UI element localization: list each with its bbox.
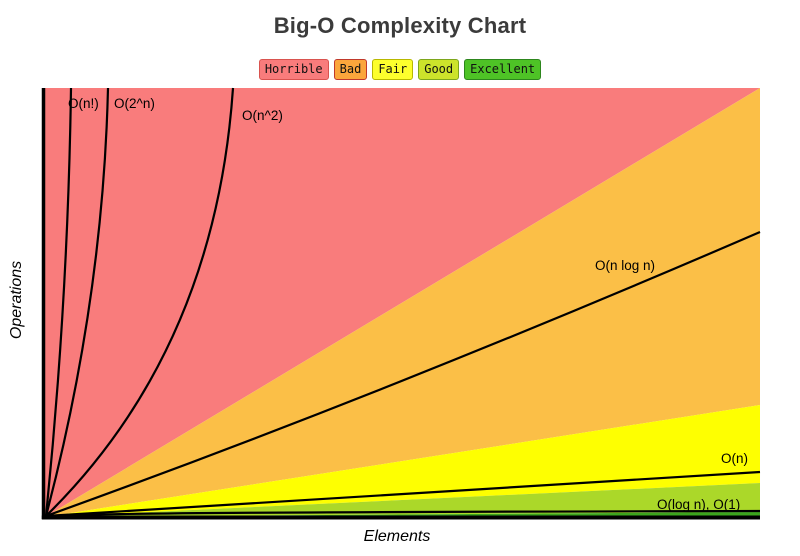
legend-badge-excellent: Excellent	[464, 59, 542, 80]
region-fair	[45, 405, 760, 517]
label-o-n-factorial: O(n!)	[68, 96, 99, 111]
legend-badge-bad: Bad	[333, 59, 368, 80]
curve-o-n-log-n	[45, 230, 761, 518]
curve-o-n-squared	[45, 87, 235, 517]
axes-layer	[41, 88, 760, 520]
curve-o-n-factorial	[44, 87, 73, 517]
x-axis-label: Elements	[364, 528, 431, 545]
label-o-n-log-n: O(n log n)	[595, 258, 655, 273]
region-bad	[45, 88, 760, 517]
legend-badge-horrible: Horrible	[258, 59, 329, 80]
label-o-n: O(n)	[721, 451, 748, 466]
curve-label-layer: O(n!) O(2^n) O(n^2) O(n log n) O(n) O(lo…	[68, 96, 748, 512]
region-layer	[45, 88, 760, 517]
complexity-legend: Horrible Bad Fair Good Excellent	[0, 59, 800, 80]
curve-layer	[44, 87, 761, 518]
legend-badge-good: Good	[418, 59, 460, 80]
page-title: Big-O Complexity Chart	[273, 13, 527, 38]
curve-o-2-pow-n	[44, 87, 110, 517]
label-o-2-pow-n: O(2^n)	[114, 96, 155, 111]
curve-o-n	[45, 470, 761, 518]
legend-badge-fair: Fair	[372, 59, 414, 80]
label-o-n-squared: O(n^2)	[242, 108, 283, 123]
region-good	[45, 483, 760, 517]
y-axis-label: Operations	[8, 261, 25, 339]
label-o-log-n-o-1: O(log n), O(1)	[657, 497, 740, 512]
